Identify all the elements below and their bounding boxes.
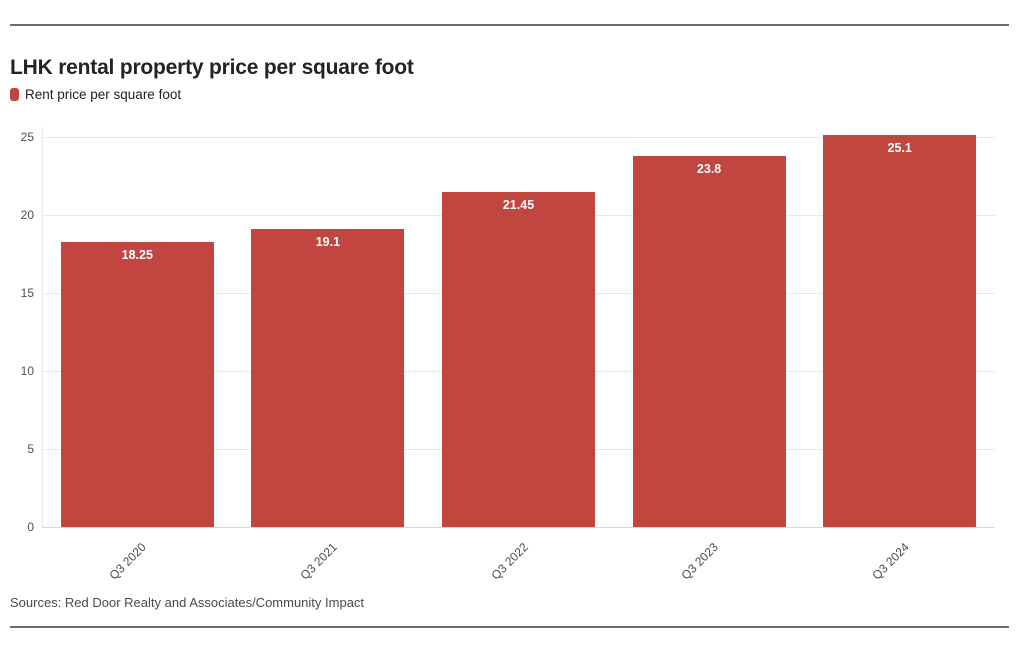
bar-value-label: 18.25 bbox=[121, 248, 153, 263]
bar-value-label: 19.1 bbox=[315, 235, 341, 250]
bar-q3-2024[interactable]: 25.1 bbox=[823, 135, 977, 527]
source-attribution: Sources: Red Door Realty and Associates/… bbox=[10, 595, 365, 610]
x-axis-label-q3-2021: Q3 2021 bbox=[297, 540, 340, 583]
y-axis-line bbox=[42, 127, 43, 527]
y-axis-tick-label-20: 20 bbox=[20, 208, 34, 222]
legend-label: Rent price per square foot bbox=[25, 87, 182, 102]
gridline-y-0 bbox=[42, 526, 995, 528]
bar-q3-2021[interactable]: 19.1 bbox=[251, 229, 405, 527]
y-axis-tick-label-0: 0 bbox=[27, 520, 34, 534]
bar-q3-2022[interactable]: 21.45 bbox=[442, 192, 595, 527]
top-divider-rule bbox=[10, 24, 1009, 26]
x-axis-label-q3-2020: Q3 2020 bbox=[106, 540, 150, 583]
x-axis-label-q3-2024: Q3 2024 bbox=[869, 540, 912, 583]
y-axis-tick-label-25: 25 bbox=[20, 130, 34, 144]
gridline-y-25 bbox=[42, 136, 995, 138]
bar-value-label: 25.1 bbox=[887, 141, 912, 156]
legend: Rent price per square foot bbox=[10, 87, 181, 102]
y-axis-tick-label-15: 15 bbox=[20, 286, 34, 300]
y-axis-tick-label-5: 5 bbox=[27, 442, 34, 456]
chart-title: LHK rental property price per square foo… bbox=[10, 56, 414, 80]
legend-swatch bbox=[10, 88, 19, 101]
bar-q3-2023[interactable]: 23.8 bbox=[632, 155, 786, 527]
x-axis-label-q3-2023: Q3 2023 bbox=[678, 540, 721, 583]
x-axis-label-q3-2022: Q3 2022 bbox=[487, 540, 531, 583]
bar-value-label: 23.8 bbox=[696, 161, 722, 176]
y-axis-tick-label-10: 10 bbox=[20, 364, 34, 378]
bottom-divider-rule bbox=[10, 626, 1009, 628]
bar-value-label: 21.45 bbox=[502, 198, 535, 213]
bar-q3-2020[interactable]: 18.25 bbox=[60, 242, 214, 527]
